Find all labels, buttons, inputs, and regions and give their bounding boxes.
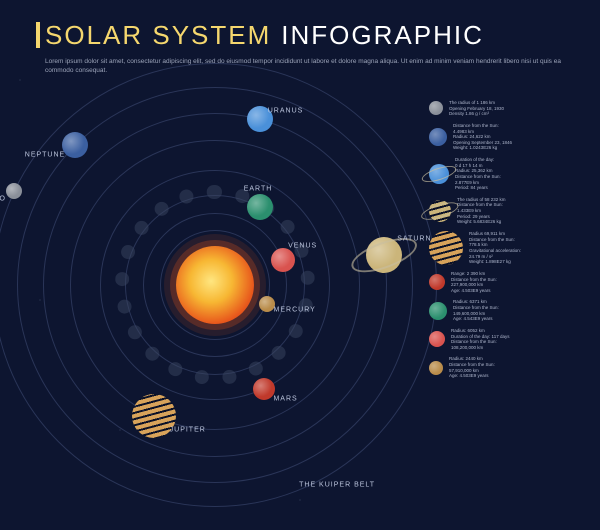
- fact-line: Period: 84 years: [455, 185, 501, 191]
- fact-line: Weight: 1.898E27 kg: [469, 259, 521, 265]
- fact-line: Age: 4.503E9 years: [451, 288, 497, 294]
- facts-saturn: The radius of 58 232 kmDistance from the…: [457, 197, 506, 225]
- fact-line: 108,200,000 km: [451, 345, 509, 351]
- thumb-mercury: [429, 361, 443, 375]
- planet-label-earth: EARTH: [244, 186, 273, 193]
- planet-fact-sidebar: The radius of 1 186 kmOpening February 1…: [429, 100, 584, 379]
- fact-line: Distance from the Sun:: [455, 174, 501, 180]
- thumb-mars: [429, 274, 445, 290]
- planet-neptune: [62, 132, 88, 158]
- thumb-pluto: [429, 101, 443, 115]
- thumb-jupiter: [429, 231, 463, 265]
- facts-earth: Radius: 6371 kmDistance from the Sun:149…: [453, 299, 499, 322]
- fact-row-mercury: Radius: 2440 kmDistance from the Sun:57,…: [429, 356, 584, 379]
- planet-label-neptune: NEPTUNE: [25, 151, 65, 158]
- planet-pluto: [6, 183, 22, 199]
- planet-mercury: [259, 296, 275, 312]
- facts-neptune: Distance from the Sun:4.4983 kmRadius: 2…: [453, 123, 512, 151]
- fact-line: Gravitational acceleration:: [469, 248, 521, 254]
- fact-row-uranus: Duration of the day:0 d 17 h 14 mRadius:…: [429, 157, 584, 191]
- planet-mars: [253, 378, 275, 400]
- facts-venus: Radius: 6052 kmDuration of the day: 117 …: [451, 328, 509, 351]
- fact-line: Age: 4.543E9 years: [453, 316, 499, 322]
- kuiper-belt-label: THE KUIPER BELT: [299, 481, 375, 488]
- planet-label-saturn: SATURN: [397, 236, 431, 243]
- fact-line: Density 1.86 g / cm³: [449, 111, 504, 117]
- planet-label-mars: MARS: [273, 396, 297, 403]
- thumb-saturn: [429, 200, 451, 222]
- title-light: INFOGRAPHIC: [281, 20, 484, 51]
- fact-line: Duration of the day:: [455, 157, 501, 163]
- facts-jupiter: Radius 69,911 kmDistance from the Sun:77…: [469, 231, 521, 265]
- fact-row-jupiter: Radius 69,911 kmDistance from the Sun:77…: [429, 231, 584, 265]
- facts-mercury: Radius: 2440 kmDistance from the Sun:57,…: [449, 356, 495, 379]
- thumb-venus: [429, 331, 445, 347]
- accent-bar: [36, 22, 40, 48]
- planet-earth: [247, 194, 273, 220]
- fact-row-earth: Radius: 6371 kmDistance from the Sun:149…: [429, 299, 584, 322]
- planet-label-jupiter: JUPITER: [170, 427, 206, 434]
- facts-pluto: The radius of 1 186 kmOpening February 1…: [449, 100, 504, 117]
- fact-line: Distance from the Sun:: [449, 362, 495, 368]
- fact-line: Distance from the Sun:: [453, 305, 499, 311]
- planet-label-mercury: MERCURY: [274, 306, 316, 313]
- fact-line: Weight: 5.6834E26 kg: [457, 219, 506, 225]
- planet-label-pluto: PLUTO: [0, 196, 6, 203]
- title-strong: SOLAR SYSTEM: [45, 20, 271, 51]
- facts-uranus: Duration of the day:0 d 17 h 14 mRadius:…: [455, 157, 501, 191]
- planet-label-uranus: URANUS: [268, 107, 304, 114]
- fact-line: Weight: 1.0243E26 kg: [453, 145, 512, 151]
- fact-row-pluto: The radius of 1 186 kmOpening February 1…: [429, 100, 584, 117]
- facts-mars: Range: 2 390 kmDistance from the Sun:227…: [451, 271, 497, 294]
- solar-system-diagram: MERCURY VENUS EARTH MARS JUPITER SATURN URANUS…: [0, 55, 450, 515]
- fact-row-saturn: The radius of 58 232 kmDistance from the…: [429, 197, 584, 225]
- thumb-earth: [429, 302, 447, 320]
- thumb-uranus: [429, 164, 449, 184]
- planet-label-venus: VENUS: [288, 243, 317, 250]
- fact-line: Age: 4.503E9 years: [449, 373, 495, 379]
- planet-venus: [271, 248, 295, 272]
- fact-row-venus: Radius: 6052 kmDuration of the day: 117 …: [429, 328, 584, 351]
- fact-row-mars: Range: 2 390 kmDistance from the Sun:227…: [429, 271, 584, 294]
- sun: [176, 246, 254, 324]
- fact-row-neptune: Distance from the Sun:4.4983 kmRadius: 2…: [429, 123, 584, 151]
- thumb-neptune: [429, 128, 447, 146]
